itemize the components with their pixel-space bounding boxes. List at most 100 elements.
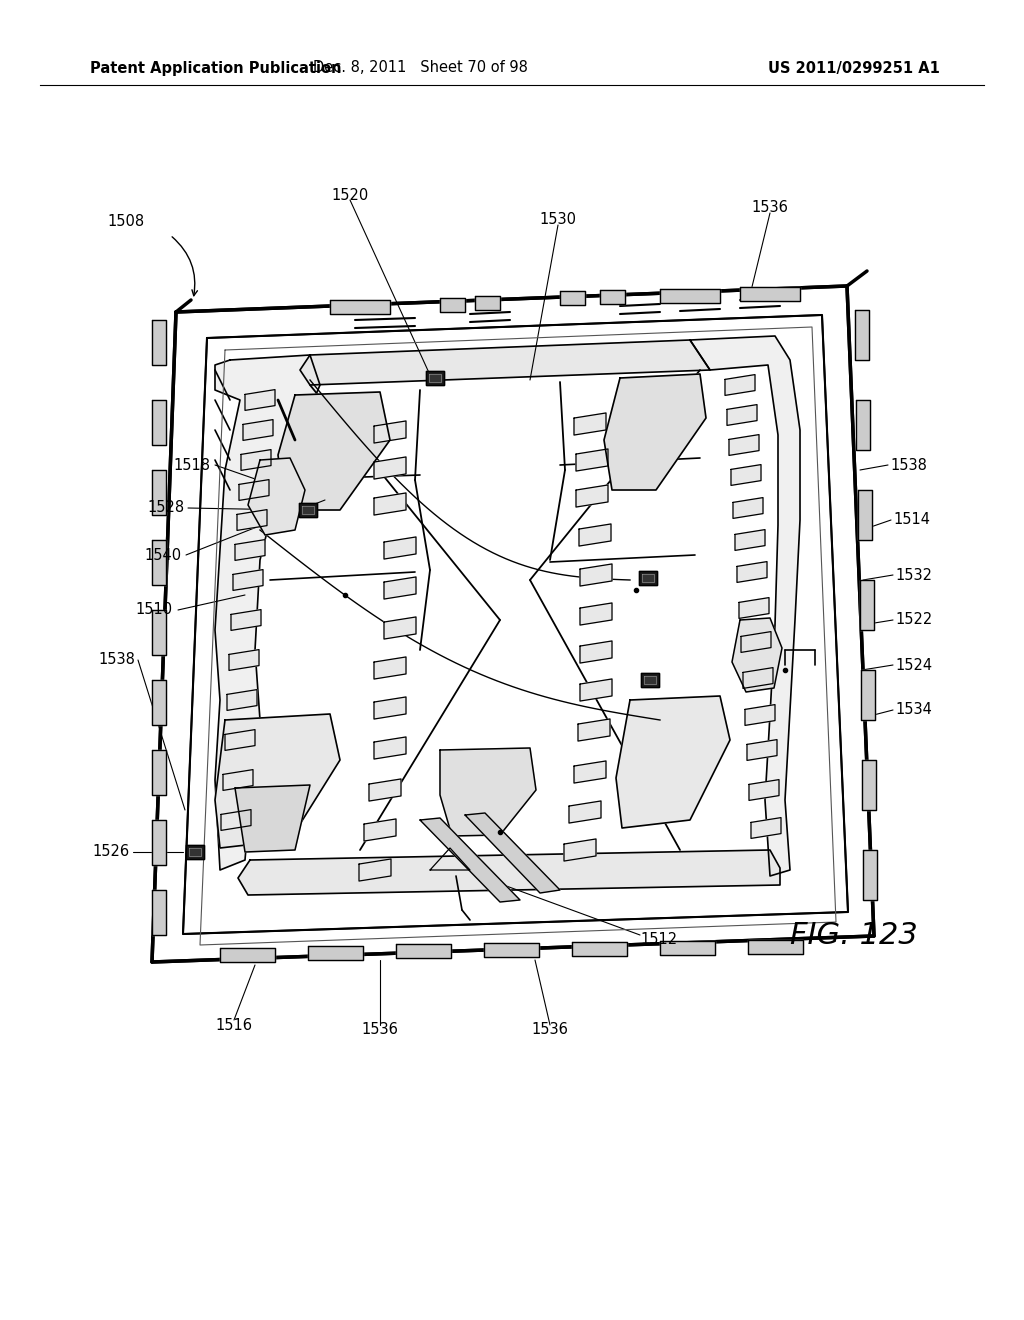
Polygon shape xyxy=(330,300,390,314)
Polygon shape xyxy=(231,610,261,631)
Polygon shape xyxy=(740,286,800,301)
Text: 1518: 1518 xyxy=(173,458,210,473)
Polygon shape xyxy=(152,319,166,366)
Polygon shape xyxy=(641,673,659,686)
Polygon shape xyxy=(860,579,874,630)
Polygon shape xyxy=(580,642,612,663)
Polygon shape xyxy=(374,697,406,719)
Polygon shape xyxy=(396,944,451,958)
Polygon shape xyxy=(731,465,761,486)
Polygon shape xyxy=(748,940,803,954)
Text: 1524: 1524 xyxy=(895,657,932,672)
Polygon shape xyxy=(739,598,769,618)
Polygon shape xyxy=(863,850,877,900)
Polygon shape xyxy=(574,413,606,436)
Polygon shape xyxy=(745,705,775,726)
Text: 1540: 1540 xyxy=(144,548,182,562)
Polygon shape xyxy=(227,689,257,710)
Polygon shape xyxy=(189,847,201,855)
Polygon shape xyxy=(604,374,706,490)
Polygon shape xyxy=(186,845,204,859)
Polygon shape xyxy=(746,739,777,760)
Polygon shape xyxy=(575,449,608,471)
Polygon shape xyxy=(420,818,520,902)
Text: 1508: 1508 xyxy=(108,214,145,230)
Polygon shape xyxy=(233,570,263,590)
Polygon shape xyxy=(616,696,730,828)
Polygon shape xyxy=(374,421,406,444)
Polygon shape xyxy=(660,941,715,954)
Polygon shape xyxy=(426,371,444,385)
Polygon shape xyxy=(374,737,406,759)
Text: 1510: 1510 xyxy=(136,602,173,618)
Polygon shape xyxy=(475,296,500,310)
Polygon shape xyxy=(384,577,416,599)
Polygon shape xyxy=(858,490,872,540)
Polygon shape xyxy=(384,537,416,560)
Polygon shape xyxy=(234,785,310,851)
Polygon shape xyxy=(152,540,166,585)
Polygon shape xyxy=(225,730,255,750)
Polygon shape xyxy=(642,574,654,582)
Polygon shape xyxy=(690,337,800,876)
Polygon shape xyxy=(856,400,870,450)
Polygon shape xyxy=(243,420,273,441)
Polygon shape xyxy=(152,750,166,795)
Text: 1536: 1536 xyxy=(531,1023,568,1038)
Text: 1526: 1526 xyxy=(93,845,130,859)
Text: 1536: 1536 xyxy=(752,201,788,215)
Polygon shape xyxy=(302,506,314,513)
Polygon shape xyxy=(364,818,396,841)
Polygon shape xyxy=(152,286,874,962)
Polygon shape xyxy=(429,374,441,381)
Polygon shape xyxy=(152,470,166,515)
Text: Patent Application Publication: Patent Application Publication xyxy=(90,61,341,75)
Polygon shape xyxy=(725,375,755,396)
Polygon shape xyxy=(855,310,869,360)
Polygon shape xyxy=(215,714,340,847)
Polygon shape xyxy=(299,503,317,517)
Polygon shape xyxy=(220,948,275,962)
Text: 1538: 1538 xyxy=(890,458,927,473)
Polygon shape xyxy=(440,748,536,836)
Polygon shape xyxy=(569,801,601,824)
Polygon shape xyxy=(229,649,259,671)
Polygon shape xyxy=(727,405,757,425)
Text: 1534: 1534 xyxy=(895,702,932,718)
Text: 1528: 1528 xyxy=(147,500,185,516)
Text: FIG. 123: FIG. 123 xyxy=(790,920,918,949)
Polygon shape xyxy=(152,890,166,935)
Polygon shape xyxy=(374,457,406,479)
Polygon shape xyxy=(221,809,251,830)
Polygon shape xyxy=(465,813,560,894)
Polygon shape xyxy=(751,817,781,838)
Polygon shape xyxy=(741,631,771,652)
Polygon shape xyxy=(580,564,612,586)
Polygon shape xyxy=(749,780,779,800)
Polygon shape xyxy=(560,290,585,305)
Polygon shape xyxy=(580,678,612,701)
Text: 1512: 1512 xyxy=(640,932,677,948)
Polygon shape xyxy=(564,840,596,861)
Text: 1536: 1536 xyxy=(361,1023,398,1038)
Text: US 2011/0299251 A1: US 2011/0299251 A1 xyxy=(768,61,940,75)
Text: 1522: 1522 xyxy=(895,612,932,627)
Text: 1516: 1516 xyxy=(215,1018,253,1032)
Polygon shape xyxy=(660,289,720,304)
Polygon shape xyxy=(152,400,166,445)
Polygon shape xyxy=(152,820,166,865)
Polygon shape xyxy=(862,760,876,810)
Polygon shape xyxy=(238,850,780,895)
Polygon shape xyxy=(245,389,275,411)
Polygon shape xyxy=(579,524,611,546)
Polygon shape xyxy=(223,770,253,791)
Polygon shape xyxy=(644,676,656,684)
Polygon shape xyxy=(732,618,782,692)
Polygon shape xyxy=(152,610,166,655)
Polygon shape xyxy=(237,510,267,531)
Polygon shape xyxy=(600,290,625,304)
Polygon shape xyxy=(580,603,612,626)
Polygon shape xyxy=(743,668,773,689)
Polygon shape xyxy=(578,719,610,741)
Polygon shape xyxy=(239,479,269,500)
